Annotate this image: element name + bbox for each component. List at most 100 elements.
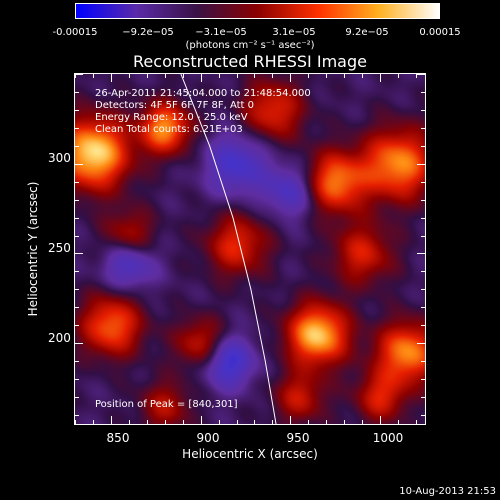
x-tick-label: 1000 — [372, 431, 404, 445]
colorbar-tick-label: 3.1e−05 — [272, 27, 316, 38]
annotation-total-counts: Clean Total counts: 6.21E+03 — [95, 124, 243, 135]
solar-limb — [180, 74, 277, 424]
axis-tick — [92, 74, 94, 78]
axis-tick — [146, 74, 148, 78]
axis-tick — [362, 74, 364, 78]
axis-tick — [421, 181, 425, 183]
axis-tick — [421, 361, 425, 363]
axis-tick — [75, 74, 76, 78]
axis-tick — [421, 415, 425, 417]
axis-tick — [254, 420, 256, 424]
annotation-detectors: Detectors: 4F 5F 6F 7F 8F, Att 0 — [95, 100, 255, 111]
x-axis-label: Heliocentric X (arcsec) — [182, 447, 318, 461]
axis-tick — [421, 199, 425, 201]
colorbar-tick-label: −3.1e−05 — [195, 27, 247, 38]
axis-tick — [326, 74, 328, 78]
axis-tick — [421, 289, 425, 291]
annotation-energy-range: Energy Range: 12.0 - 25.0 keV — [95, 112, 248, 123]
axis-tick — [421, 271, 425, 273]
axis-tick — [75, 127, 79, 129]
axis-tick — [92, 420, 94, 424]
axis-tick — [326, 420, 328, 424]
plot-title: Reconstructed RHESSI Image — [133, 52, 367, 71]
axis-tick — [75, 181, 79, 183]
axis-tick — [421, 109, 425, 111]
axis-tick — [110, 74, 112, 82]
axis-tick — [182, 74, 184, 78]
axis-tick — [75, 397, 79, 399]
axis-tick — [164, 420, 166, 424]
axis-tick — [75, 415, 79, 417]
axis-tick — [417, 163, 425, 165]
axis-tick — [75, 199, 79, 201]
solar-limb-line — [180, 74, 277, 424]
axis-tick — [398, 74, 400, 78]
axis-tick — [344, 420, 346, 424]
axis-tick — [75, 343, 83, 345]
axis-tick — [110, 416, 112, 424]
axis-tick — [272, 420, 274, 424]
x-tick-label: 950 — [286, 431, 310, 445]
axis-tick — [272, 74, 274, 78]
axis-tick — [254, 74, 256, 78]
axis-tick — [416, 74, 418, 78]
axis-tick — [398, 420, 400, 424]
axis-tick — [380, 416, 382, 424]
axis-tick — [421, 127, 425, 129]
axis-tick — [75, 74, 83, 75]
axis-tick — [421, 397, 425, 399]
axis-tick — [417, 343, 425, 345]
axis-tick — [308, 420, 310, 424]
axis-tick — [75, 307, 79, 309]
axis-tick — [75, 253, 83, 255]
axis-tick — [417, 74, 425, 75]
axis-tick — [200, 416, 202, 424]
axis-tick — [421, 235, 425, 237]
axis-tick — [421, 145, 425, 147]
axis-tick — [75, 235, 79, 237]
heatmap-image — [75, 74, 425, 424]
axis-tick — [421, 307, 425, 309]
axis-tick — [218, 74, 220, 78]
axis-tick — [236, 74, 238, 78]
y-tick-label: 200 — [48, 331, 71, 345]
axis-tick — [421, 217, 425, 219]
axis-tick — [362, 420, 364, 424]
axis-tick — [236, 420, 238, 424]
axis-tick — [421, 91, 425, 93]
colorbar-tick-label: 0.00015 — [419, 27, 461, 38]
axis-tick — [75, 289, 79, 291]
axis-tick — [290, 416, 292, 424]
y-axis-label: Heliocentric Y (arcsec) — [26, 181, 40, 317]
colorbar-tick-label: -0.00015 — [52, 27, 98, 38]
axis-tick — [308, 74, 310, 78]
axis-tick — [75, 109, 79, 111]
footer-date: 10-Aug-2013 21:53 — [399, 486, 496, 497]
axis-tick — [75, 217, 79, 219]
axis-tick — [218, 420, 220, 424]
plot-area: 26-Apr-2011 21:45:04.000 to 21:48:54.000… — [74, 73, 426, 425]
x-tick-label: 850 — [106, 431, 130, 445]
annotation-time-range: 26-Apr-2011 21:45:04.000 to 21:48:54.000 — [95, 88, 311, 99]
x-tick-label: 900 — [196, 431, 220, 445]
axis-tick — [75, 420, 76, 424]
axis-tick — [417, 253, 425, 255]
axis-tick — [75, 271, 79, 273]
axis-tick — [200, 74, 202, 82]
axis-tick — [128, 420, 130, 424]
y-tick-label: 300 — [48, 151, 71, 165]
axis-tick — [344, 74, 346, 78]
axis-tick — [421, 325, 425, 327]
axis-tick — [75, 361, 79, 363]
axis-tick — [75, 325, 79, 327]
axis-tick — [416, 420, 418, 424]
axis-tick — [75, 91, 79, 93]
colorbar — [75, 3, 440, 19]
colorbar-tick-label: 9.2e−05 — [345, 27, 389, 38]
axis-tick — [75, 145, 79, 147]
axis-tick — [380, 74, 382, 82]
axis-tick — [182, 420, 184, 424]
axis-tick — [75, 163, 83, 165]
colorbar-tick-label: −9.2e−05 — [122, 27, 174, 38]
colorbar-units: (photons cm⁻² s⁻¹ asec⁻²) — [185, 40, 315, 51]
